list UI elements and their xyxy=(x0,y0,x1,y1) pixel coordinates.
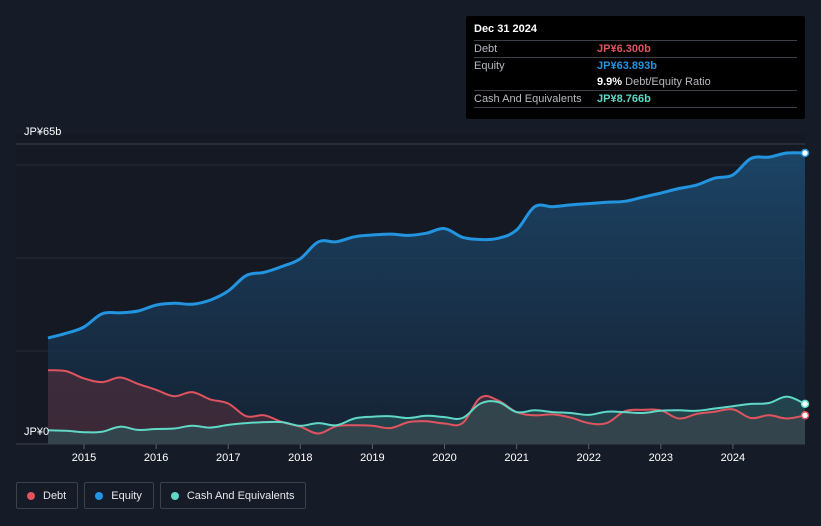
cash-dot-icon xyxy=(170,491,179,500)
legend-equity-label: Equity xyxy=(111,489,142,502)
x-axis: 2015 2016 2017 2018 2019 2020 2021 2022 2023 2024 xyxy=(72,444,745,464)
equity-end-marker xyxy=(800,148,810,158)
legend-equity[interactable]: Equity xyxy=(84,482,154,509)
x-tick-label: 2020 xyxy=(432,452,456,464)
equity-area xyxy=(48,152,805,444)
debt-dot-icon xyxy=(27,491,35,500)
legend: Debt Equity Cash And Equivalents xyxy=(16,482,307,509)
legend-cash-label: Cash And Equivalents xyxy=(186,489,295,502)
tooltip-equity-value: JP¥63.893b xyxy=(597,60,657,72)
legend-cash[interactable]: Cash And Equivalents xyxy=(159,482,307,509)
tooltip-date: Dec 31 2024 xyxy=(474,23,797,41)
x-tick-label: 2015 xyxy=(72,452,96,464)
x-tick-label: 2017 xyxy=(216,452,240,464)
x-tick-label: 2016 xyxy=(144,452,168,464)
tooltip-debt-value: JP¥6.300b xyxy=(597,43,651,55)
debt-line xyxy=(47,369,806,435)
tooltip-cash-row: Cash And Equivalents JP¥8.766b xyxy=(474,91,797,108)
y-axis-bottom-label: JP¥0 xyxy=(24,426,49,438)
tooltip-ratio-label: Debt/Equity Ratio xyxy=(625,76,711,88)
cash-line xyxy=(47,395,806,434)
tooltip-debt-label: Debt xyxy=(474,43,498,55)
x-tick-label: 2019 xyxy=(360,452,384,464)
tooltip-equity-label: Equity xyxy=(474,60,505,72)
legend-debt-label: Debt xyxy=(43,489,67,502)
debt-end-marker xyxy=(800,411,810,420)
tooltip-ratio-value: 9.9% xyxy=(597,76,623,88)
tooltip-panel: Dec 31 2024 Debt JP¥6.300b Equity JP¥63.… xyxy=(466,16,805,119)
cash-end-marker xyxy=(800,399,810,409)
x-tick-label: 2024 xyxy=(721,452,745,464)
x-tick-label: 2023 xyxy=(649,452,673,464)
tooltip-cash-value: JP¥8.766b xyxy=(597,93,651,105)
x-tick-label: 2022 xyxy=(576,452,600,464)
y-axis-top-label: JP¥65b xyxy=(24,126,61,138)
legend-debt[interactable]: Debt xyxy=(16,482,79,509)
equity-dot-icon xyxy=(95,491,104,500)
tooltip-cash-label: Cash And Equivalents xyxy=(474,93,582,105)
tooltip-ratio-row: 9.9% Debt/Equity Ratio xyxy=(474,74,797,91)
x-tick-label: 2018 xyxy=(288,452,312,464)
x-tick-label: 2021 xyxy=(504,452,528,464)
tooltip-debt-row: Debt JP¥6.300b xyxy=(474,41,797,58)
equity-line xyxy=(47,151,806,340)
tooltip-equity-row: Equity JP¥63.893b xyxy=(474,58,797,74)
